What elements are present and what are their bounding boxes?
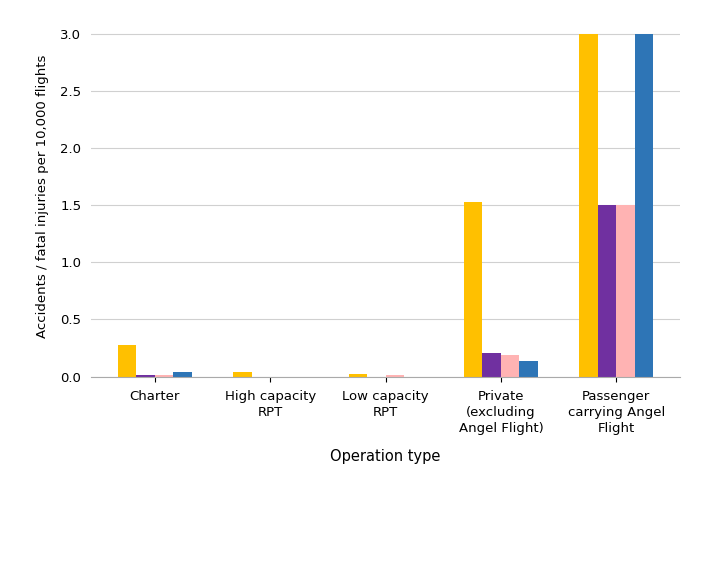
Bar [233, 372, 252, 377]
Y-axis label: Accidents / fatal injuries per 10,000 flights: Accidents / fatal injuries per 10,000 fl… [36, 55, 49, 338]
Bar [464, 202, 482, 377]
Bar [386, 375, 404, 377]
Bar [501, 355, 519, 377]
Bar [118, 345, 137, 377]
Bar [482, 352, 501, 377]
Bar [634, 34, 653, 377]
Bar [579, 34, 598, 377]
Bar [173, 372, 192, 377]
Bar [348, 374, 367, 377]
Bar [519, 361, 538, 377]
Bar [616, 205, 634, 377]
Bar [137, 375, 155, 377]
Bar [155, 375, 173, 377]
X-axis label: Operation type: Operation type [330, 448, 441, 464]
Bar [598, 205, 616, 377]
